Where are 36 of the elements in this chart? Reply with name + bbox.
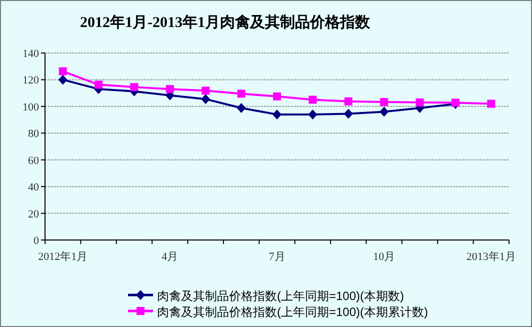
point: [58, 67, 67, 76]
point: [416, 98, 424, 106]
point: [166, 85, 174, 94]
point: [202, 86, 210, 95]
y-tick-label: 80: [28, 128, 40, 140]
point: [237, 90, 246, 98]
point: [451, 98, 460, 107]
point: [273, 92, 281, 100]
point: [236, 103, 246, 114]
point: [94, 80, 103, 89]
chart-title: 2012年1月-2013年1月肉禽及其制品价格指数: [80, 14, 371, 31]
point: [380, 98, 388, 106]
x-tick-label: 2012年1月: [38, 251, 88, 263]
x-tick-label: 2013年1月: [466, 251, 516, 263]
point: [344, 97, 352, 106]
point: [272, 109, 282, 120]
point: [308, 96, 317, 104]
y-tick-label: 0: [34, 235, 40, 247]
y-tick-label: 100: [22, 101, 40, 114]
point: [380, 106, 389, 117]
point: [344, 108, 353, 119]
point: [487, 100, 496, 108]
y-tick-label: 20: [28, 208, 40, 220]
point: [308, 109, 318, 120]
point: [201, 94, 210, 104]
legend-label: 肉禽及其制品价格指数(上年同期=100)(本期数): [157, 289, 404, 303]
y-tick-label: 40: [28, 182, 40, 194]
y-tick-label: 140: [22, 48, 40, 60]
x-tick-label: 10月: [373, 251, 396, 263]
legend-label: 肉禽及其制品价格指数(上年同期=100)(本期累计数): [157, 305, 428, 319]
y-tick-label: 60: [28, 154, 40, 167]
y-tick-label: 120: [22, 74, 40, 87]
point: [130, 83, 138, 92]
point: [58, 74, 68, 85]
x-tick-label: 4月: [162, 251, 178, 263]
x-tick-label: 7月: [268, 251, 286, 263]
